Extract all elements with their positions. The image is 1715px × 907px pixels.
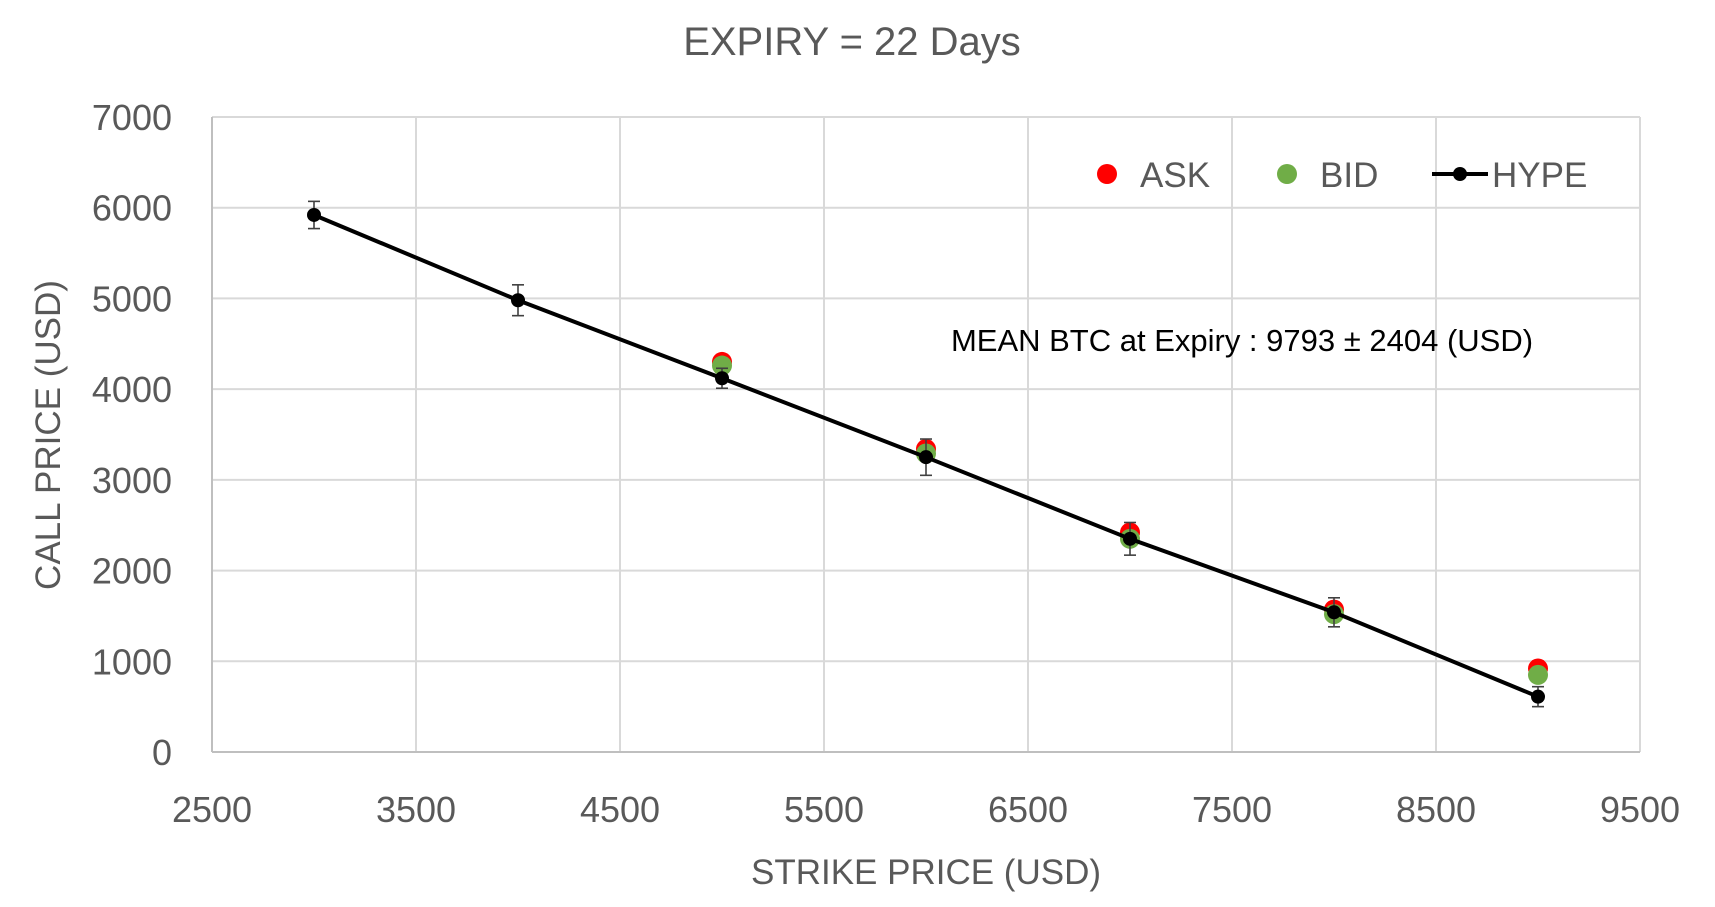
y-tick-label-0: 0: [152, 732, 172, 773]
x-tick-label-4500: 4500: [580, 789, 660, 830]
legend-marker-bid: [1277, 164, 1297, 184]
hype-point-8000: [1327, 605, 1341, 620]
x-tick-label-6500: 6500: [988, 789, 1068, 830]
y-tick-label-4000: 4000: [92, 369, 172, 410]
axes: [211, 117, 1640, 753]
y-tick-label-2000: 2000: [92, 551, 172, 592]
x-tick-label-5500: 5500: [784, 789, 864, 830]
series: [307, 200, 1548, 708]
x-tick-label-8500: 8500: [1396, 789, 1476, 830]
hype-point-6000: [919, 450, 933, 465]
hype-point-5000: [715, 371, 729, 386]
legend-label-bid: BID: [1320, 156, 1378, 195]
legend: ASK BID HYPE: [1097, 156, 1587, 195]
chart-title: EXPIRY = 22 Days: [683, 20, 1021, 64]
x-tick-label-3500: 3500: [376, 789, 456, 830]
hype-point-9000: [1531, 689, 1545, 704]
x-tick-label-7500: 7500: [1192, 789, 1272, 830]
hype-point-4000: [511, 293, 525, 308]
y-tick-label-3000: 3000: [92, 460, 172, 501]
legend-marker-ask: [1097, 164, 1117, 184]
annotation-mean-btc: MEAN BTC at Expiry : 9793 ± 2404 (USD): [951, 323, 1533, 358]
grid: [212, 116, 1641, 752]
hype-point-7000: [1123, 531, 1137, 546]
bid-point-9000: [1528, 664, 1548, 685]
x-tick-label-2500: 2500: [172, 789, 252, 830]
legend-marker-hype: [1453, 167, 1467, 181]
legend-label-hype: HYPE: [1492, 156, 1587, 195]
y-tick-label-1000: 1000: [92, 641, 172, 682]
x-tick-label-9500: 9500: [1600, 789, 1680, 830]
legend-label-ask: ASK: [1140, 156, 1210, 195]
y-tick-label-7000: 7000: [92, 97, 172, 138]
y-tick-label-6000: 6000: [92, 188, 172, 229]
x-axis-label: STRIKE PRICE (USD): [751, 853, 1101, 892]
hype-point-3000: [307, 207, 321, 222]
y-tick-label-5000: 5000: [92, 278, 172, 319]
tick-labels: 2500 3500 4500 5500 6500 7500 8500 9500 0 1000 200…: [92, 97, 1680, 830]
y-axis-label: CALL PRICE (USD): [29, 280, 68, 590]
bid-point-5000: [712, 355, 732, 376]
